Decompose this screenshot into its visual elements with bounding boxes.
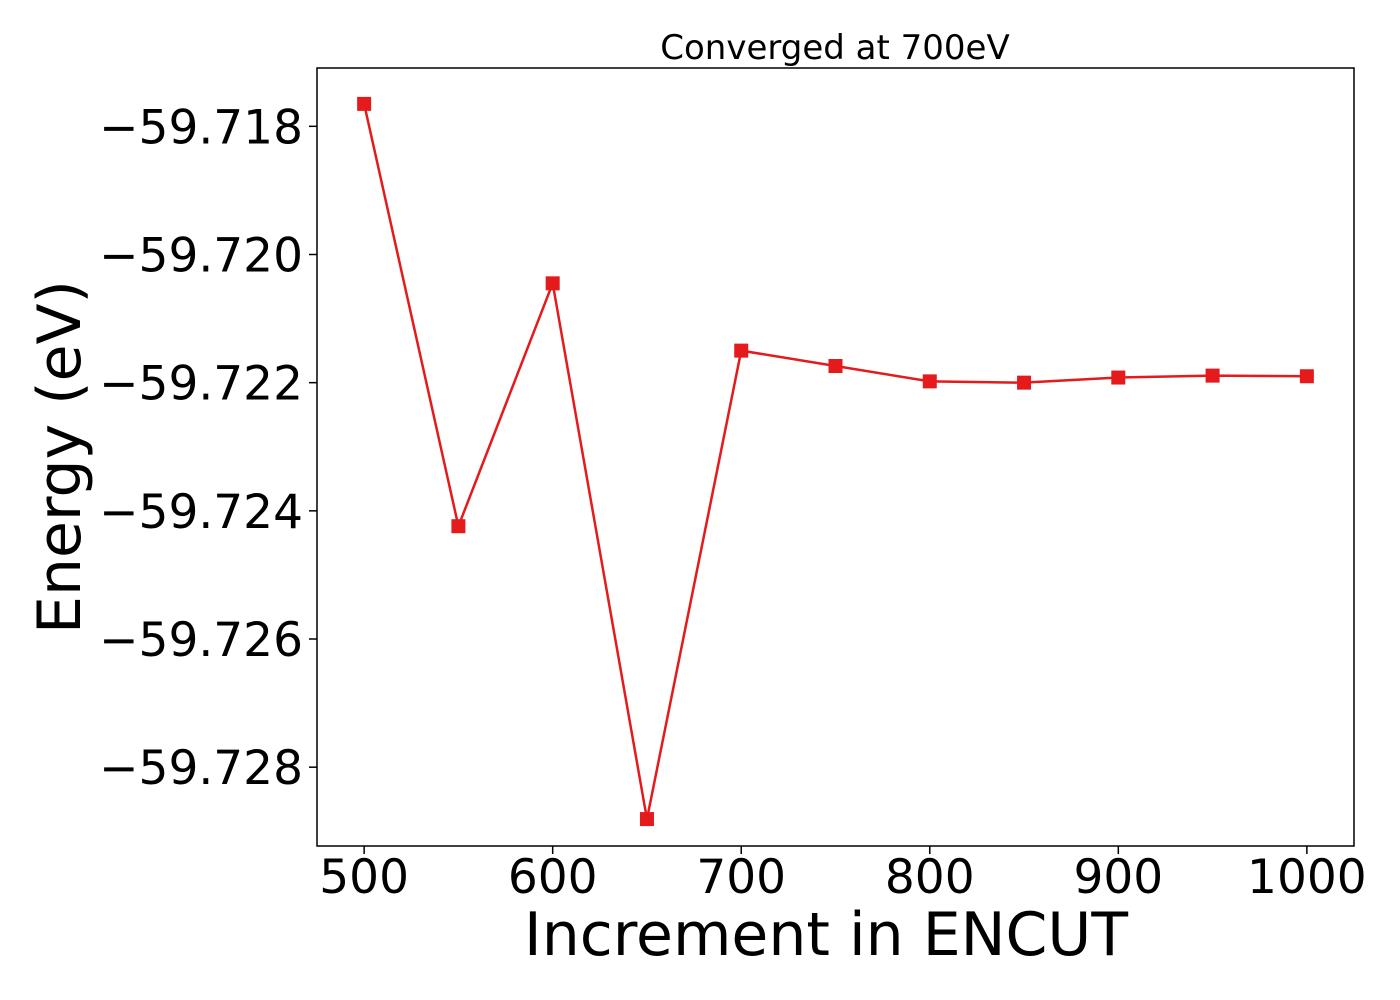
y-tick-label: −59.722	[99, 357, 303, 412]
x-tick-label: 1000	[1247, 850, 1367, 905]
x-tick-label: 500	[319, 850, 409, 905]
y-tick-label: −59.728	[99, 741, 303, 796]
y-axis-ticks: −59.718 −59.720 −59.722 −59.724 −59.726 −59.7…	[99, 100, 317, 796]
x-tick-label: 600	[508, 850, 598, 905]
data-point-marker	[922, 374, 937, 389]
data-point-marker	[828, 358, 843, 373]
y-axis-label: Energy (eV)	[25, 280, 95, 634]
x-tick-label: 900	[1073, 850, 1163, 905]
y-tick-label: −59.720	[99, 228, 303, 283]
data-point-marker	[734, 343, 749, 358]
data-point-marker	[357, 96, 372, 111]
data-point-marker	[1299, 369, 1314, 384]
data-point-marker	[451, 519, 466, 534]
x-tick-label: 700	[696, 850, 786, 905]
chart-title: Converged at 700eV	[660, 28, 1009, 68]
data-point-marker	[639, 812, 654, 827]
series-line	[362, 103, 1307, 821]
data-point-marker	[545, 276, 560, 291]
plot-area-frame	[316, 67, 1355, 847]
x-axis-ticks: 500 600 700 800 900 1000	[319, 846, 1367, 905]
data-point-marker	[1205, 368, 1220, 383]
x-axis-label: Increment in ENCUT	[524, 900, 1128, 970]
y-tick-label: −59.724	[99, 485, 303, 540]
x-tick-label: 800	[885, 850, 975, 905]
series-layer	[357, 96, 1314, 827]
data-point-marker	[1017, 375, 1032, 390]
y-tick-label: −59.718	[99, 100, 303, 155]
y-tick-label: −59.726	[99, 613, 303, 668]
data-point-marker	[1111, 370, 1126, 385]
